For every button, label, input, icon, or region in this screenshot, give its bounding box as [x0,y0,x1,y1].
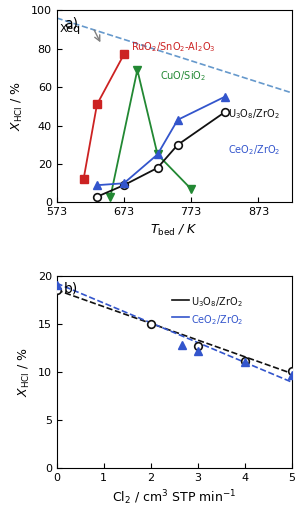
Text: U$_3$O$_8$/ZrO$_2$: U$_3$O$_8$/ZrO$_2$ [191,296,242,309]
Text: U$_3$O$_8$/ZrO$_2$: U$_3$O$_8$/ZrO$_2$ [228,107,280,121]
Text: RuO$_2$/SnO$_2$-Al$_2$O$_3$: RuO$_2$/SnO$_2$-Al$_2$O$_3$ [131,40,216,53]
Text: CeO$_2$/ZrO$_2$: CeO$_2$/ZrO$_2$ [191,313,243,326]
Text: a): a) [64,16,78,30]
Text: CuO/SiO$_2$: CuO/SiO$_2$ [159,69,206,83]
Text: CeO$_2$/ZrO$_2$: CeO$_2$/ZrO$_2$ [228,144,281,157]
Y-axis label: $X_{\mathrm{HCl}}$ / %: $X_{\mathrm{HCl}}$ / % [17,346,32,397]
X-axis label: $T_{\mathrm{bed}}$ / K: $T_{\mathrm{bed}}$ / K [150,223,198,238]
Text: b): b) [64,281,78,296]
Y-axis label: $X_{\mathrm{HCl}}$ / %: $X_{\mathrm{HCl}}$ / % [10,81,25,132]
X-axis label: Cl$_2$ / cm$^3$ STP min$^{-1}$: Cl$_2$ / cm$^3$ STP min$^{-1}$ [112,488,237,507]
Text: Xeq: Xeq [60,24,81,34]
